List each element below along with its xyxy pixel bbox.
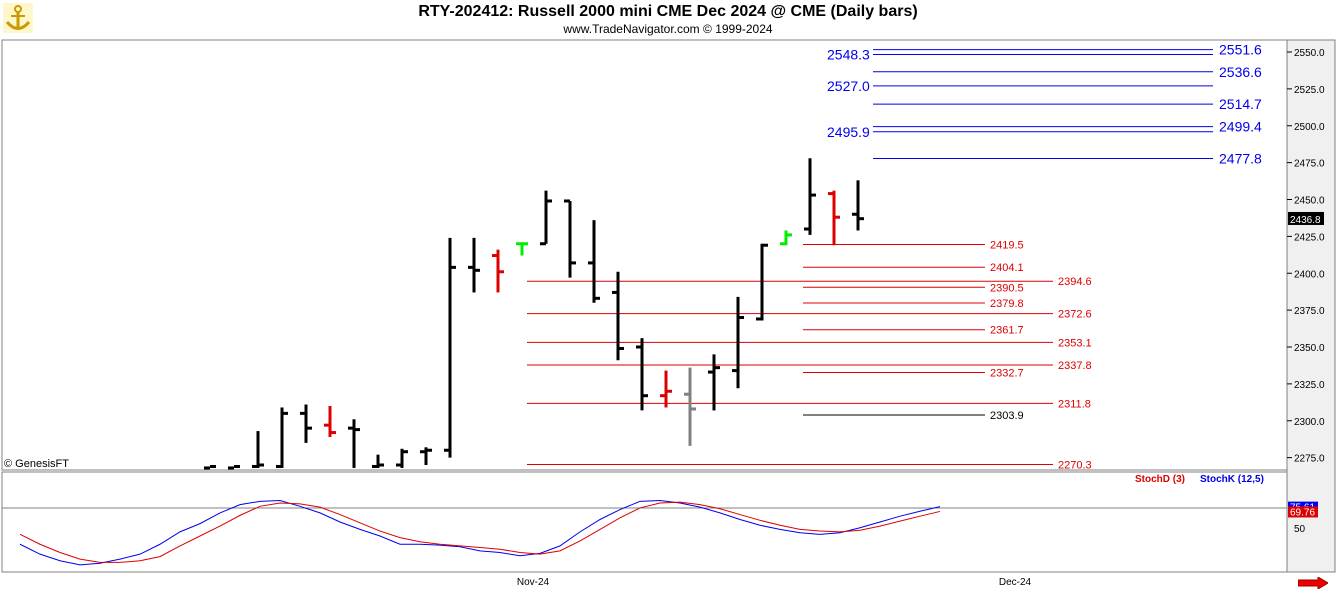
ohlc-bar [324, 406, 336, 437]
ohlc-bar [516, 242, 528, 256]
stoch-d-legend: StochD (3) [1135, 474, 1185, 485]
price-tick-label: 2375.0 [1294, 306, 1325, 317]
ohlc-bar [828, 190, 840, 246]
last-price-label: 2436.8 [1290, 215, 1321, 226]
ohlc-bar [396, 448, 408, 468]
ohlc-bar [660, 370, 672, 408]
ohlc-bar [588, 220, 600, 303]
chart-title: RTY-202412: Russell 2000 mini CME Dec 20… [418, 3, 918, 20]
stochastic-pane [1, 471, 1288, 573]
ohlc-bar [420, 447, 432, 465]
stoch-tick-label: 50 [1294, 524, 1306, 535]
black-level-label: 2303.9 [990, 410, 1024, 422]
ohlc-bar [372, 454, 384, 468]
red-level-label: 2361.7 [990, 325, 1024, 337]
price-pane [1, 39, 1288, 471]
blue-level-label: 2514.7 [1219, 96, 1262, 112]
date-axis-label: Nov-24 [517, 577, 550, 588]
red-level-label: 2419.5 [990, 239, 1024, 251]
red-level-label: 2270.3 [1058, 460, 1092, 472]
red-level-label: 2337.8 [1058, 360, 1092, 372]
ohlc-bar [348, 419, 360, 468]
arrow-right-icon[interactable] [1297, 576, 1329, 590]
stoch-d-line [19, 501, 941, 563]
red-level-label: 2332.7 [990, 368, 1024, 380]
blue-level-label: 2548.3 [827, 47, 870, 63]
red-level-label: 2311.8 [1058, 398, 1091, 410]
ohlc-bar [684, 367, 696, 446]
price-tick-label: 2450.0 [1294, 196, 1325, 207]
red-level-label: 2372.6 [1058, 309, 1092, 321]
ohlc-bar [756, 243, 768, 321]
ohlc-bar [804, 158, 816, 235]
ohlc-bar [228, 464, 240, 470]
red-level-label: 2404.1 [990, 262, 1024, 274]
red-level-label: 2390.5 [990, 282, 1024, 294]
stoch-k-legend: StochK (12,5) [1200, 474, 1264, 485]
blue-level-label: 2536.6 [1219, 64, 1262, 80]
ohlc-bar [732, 296, 744, 389]
chart-frame [1, 39, 1336, 573]
blue-level-label: 2477.8 [1219, 150, 1262, 166]
red-level-label: 2394.6 [1058, 276, 1092, 288]
ohlc-bar [780, 230, 792, 246]
price-axis: 2550.0 2525.0 2500.0 2475.0 2450.0 2425.0 2400… [1287, 48, 1325, 465]
ohlc-bar [444, 237, 456, 458]
ohlc-bar [300, 404, 312, 443]
ohlc-bar [468, 237, 480, 293]
price-tick-label: 2400.0 [1294, 269, 1325, 280]
ohlc-bar [492, 249, 504, 293]
ohlc-bar [252, 431, 264, 468]
price-tick-label: 2325.0 [1294, 380, 1325, 391]
ohlc-bar [540, 190, 552, 246]
date-axis: Nov-24 Dec-24 [517, 577, 1032, 588]
ohlc-bar [708, 354, 720, 411]
chart-subtitle: www.TradeNavigator.com © 1999-2024 [563, 22, 773, 36]
genesis-watermark: © GenesisFT [4, 458, 69, 470]
ohlc-bar [564, 199, 576, 278]
blue-level-label: 2495.9 [827, 124, 870, 140]
stoch-d-value: 69.76 [1290, 507, 1315, 518]
level-lines: 2551.6 2548.3 2536.6 2527.0 2514.7 2499.4 2495… [527, 42, 1262, 472]
ohlc-bar [204, 464, 216, 470]
price-tick-label: 2550.0 [1294, 48, 1325, 59]
price-tick-label: 2300.0 [1294, 417, 1325, 428]
blue-level-label: 2527.0 [827, 78, 870, 94]
last-price-box [1288, 211, 1324, 225]
price-tick-label: 2500.0 [1294, 122, 1325, 133]
ohlc-bar [276, 407, 288, 468]
stoch-k-line [19, 500, 941, 566]
anchor-logo-icon [3, 3, 33, 33]
blue-level-label: 2551.6 [1219, 42, 1262, 58]
ohlc-bar [612, 271, 624, 361]
ohlc-bar [852, 180, 864, 231]
ohlc-bars [204, 158, 864, 470]
ohlc-bar [636, 338, 648, 411]
stoch-d-value-box [1288, 506, 1318, 518]
red-level-label: 2353.1 [1058, 337, 1092, 349]
price-tick-label: 2525.0 [1294, 85, 1325, 96]
price-tick-label: 2475.0 [1294, 159, 1325, 170]
price-tick-label: 2275.0 [1294, 454, 1325, 465]
price-tick-label: 2350.0 [1294, 343, 1325, 354]
blue-level-label: 2499.4 [1219, 119, 1262, 135]
date-axis-label: Dec-24 [999, 577, 1032, 588]
red-level-label: 2379.8 [990, 298, 1024, 310]
price-tick-label: 2425.0 [1294, 232, 1325, 243]
axis-strip [1286, 39, 1336, 573]
